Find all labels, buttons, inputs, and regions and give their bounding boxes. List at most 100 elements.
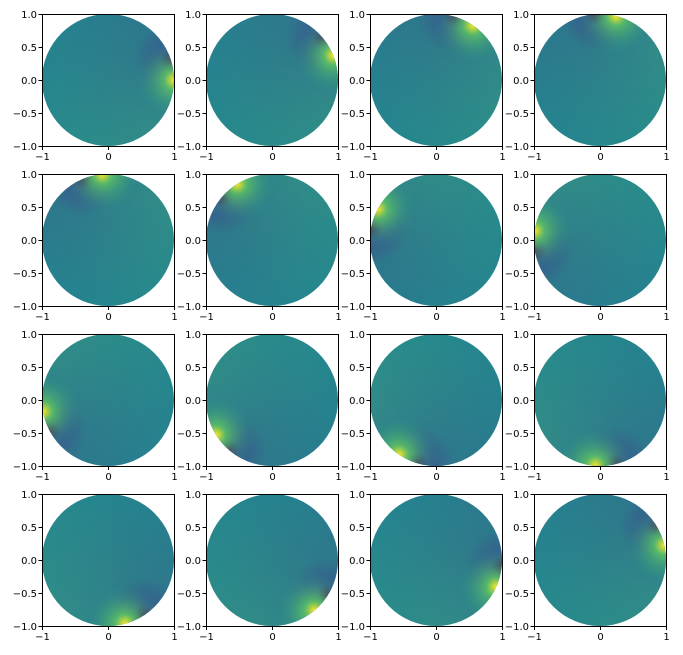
y-tick-label: −1.0 bbox=[177, 622, 201, 633]
subplot-12: 1.0 0.5 0.0 −0.5 −1.0−1 0 1 bbox=[505, 330, 670, 483]
y-tick-label: 0.5 bbox=[513, 203, 529, 214]
x-tick-label: 0 bbox=[105, 472, 111, 483]
y-tick-label: −1.0 bbox=[13, 462, 37, 473]
y-tick-label: 0.5 bbox=[513, 43, 529, 54]
field-bright-pole bbox=[370, 174, 502, 306]
x-tick-label: 0 bbox=[269, 632, 275, 643]
field-bright-pole bbox=[370, 494, 502, 626]
x-tick-label: −1 bbox=[35, 312, 50, 323]
x-tick-label: 0 bbox=[433, 472, 439, 483]
y-tick-label: 0.0 bbox=[21, 76, 37, 87]
y-tick-label: 0.0 bbox=[513, 396, 529, 407]
field-bright-pole bbox=[42, 14, 174, 146]
field-bright-pole bbox=[534, 14, 666, 146]
y-tick-label: 1.0 bbox=[21, 330, 37, 341]
x-tick-label: −1 bbox=[35, 472, 50, 483]
x-tick-label: −1 bbox=[35, 152, 50, 163]
y-tick-label: 0.5 bbox=[349, 523, 365, 534]
x-tick-label: 1 bbox=[663, 472, 669, 483]
y-tick-label: −1.0 bbox=[505, 302, 529, 313]
y-tick-label: 1.0 bbox=[513, 170, 529, 181]
x-tick-label: −1 bbox=[199, 312, 214, 323]
field-bright-pole bbox=[42, 174, 174, 306]
x-tick-label: 1 bbox=[335, 472, 341, 483]
y-tick-label: −0.5 bbox=[177, 589, 201, 600]
y-tick-label: −0.5 bbox=[177, 429, 201, 440]
x-tick-label: 1 bbox=[499, 472, 505, 483]
y-tick-label: −0.5 bbox=[13, 589, 37, 600]
y-tick-label: 0.0 bbox=[185, 556, 201, 567]
x-tick-label: 0 bbox=[105, 152, 111, 163]
subplot-11: 1.0 0.5 0.0 −0.5 −1.0−1 0 1 bbox=[341, 330, 506, 483]
y-tick-label: −0.5 bbox=[13, 109, 37, 120]
y-tick-label: −1.0 bbox=[13, 302, 37, 313]
x-tick-label: 0 bbox=[269, 472, 275, 483]
y-tick-label: 0.0 bbox=[21, 556, 37, 567]
x-tick-label: 1 bbox=[499, 152, 505, 163]
subplot-4: 1.0 0.5 0.0 −0.5 −1.0−1 0 1 bbox=[505, 10, 670, 163]
y-tick-label: 0.5 bbox=[513, 363, 529, 374]
x-tick-label: 1 bbox=[171, 632, 177, 643]
x-tick-label: 1 bbox=[663, 632, 669, 643]
x-tick-label: 1 bbox=[171, 472, 177, 483]
y-tick-label: 0.0 bbox=[513, 76, 529, 87]
field-bright-pole bbox=[206, 174, 338, 306]
y-tick-label: 1.0 bbox=[185, 490, 201, 501]
y-tick-label: −0.5 bbox=[505, 589, 529, 600]
subplot-14: 1.0 0.5 0.0 −0.5 −1.0−1 0 1 bbox=[177, 490, 342, 643]
y-tick-label: 1.0 bbox=[185, 10, 201, 21]
x-tick-label: 0 bbox=[105, 632, 111, 643]
y-tick-label: 0.0 bbox=[349, 396, 365, 407]
x-tick-label: 1 bbox=[171, 312, 177, 323]
y-tick-label: 0.0 bbox=[349, 236, 365, 247]
y-tick-label: −1.0 bbox=[177, 302, 201, 313]
x-tick-label: 0 bbox=[269, 152, 275, 163]
y-tick-label: −0.5 bbox=[13, 269, 37, 280]
x-tick-label: 1 bbox=[499, 312, 505, 323]
y-tick-label: 0.0 bbox=[21, 236, 37, 247]
y-tick-label: −1.0 bbox=[341, 302, 365, 313]
y-tick-label: −0.5 bbox=[177, 269, 201, 280]
x-tick-label: 0 bbox=[269, 312, 275, 323]
x-tick-label: 0 bbox=[597, 312, 603, 323]
x-tick-label: 1 bbox=[663, 312, 669, 323]
subplot-6: 1.0 0.5 0.0 −0.5 −1.0−1 0 1 bbox=[177, 170, 342, 323]
subplot-1: 1.0 0.5 0.0 −0.5 −1.0−1 0 1 bbox=[13, 10, 178, 163]
x-tick-label: −1 bbox=[363, 312, 378, 323]
y-tick-label: −1.0 bbox=[13, 142, 37, 153]
y-tick-label: −0.5 bbox=[341, 109, 365, 120]
y-tick-label: −1.0 bbox=[341, 142, 365, 153]
y-tick-label: −0.5 bbox=[341, 429, 365, 440]
y-tick-label: 0.5 bbox=[185, 203, 201, 214]
y-tick-label: 1.0 bbox=[185, 330, 201, 341]
y-tick-label: 0.5 bbox=[185, 363, 201, 374]
subplot-15: 1.0 0.5 0.0 −0.5 −1.0−1 0 1 bbox=[341, 490, 506, 643]
y-tick-label: −1.0 bbox=[505, 622, 529, 633]
y-tick-label: −0.5 bbox=[13, 429, 37, 440]
y-tick-label: 0.5 bbox=[513, 523, 529, 534]
y-tick-label: −0.5 bbox=[177, 109, 201, 120]
y-tick-label: 1.0 bbox=[349, 10, 365, 21]
field-bright-pole bbox=[534, 334, 666, 466]
field-bright-pole bbox=[206, 14, 338, 146]
y-tick-label: −0.5 bbox=[341, 269, 365, 280]
field-bright-pole bbox=[370, 14, 502, 146]
y-tick-label: −1.0 bbox=[341, 622, 365, 633]
y-tick-label: 0.0 bbox=[513, 236, 529, 247]
y-tick-label: −1.0 bbox=[177, 142, 201, 153]
y-tick-label: 0.0 bbox=[349, 76, 365, 87]
y-tick-label: 1.0 bbox=[513, 10, 529, 21]
y-tick-label: 0.0 bbox=[349, 556, 365, 567]
y-tick-label: 1.0 bbox=[349, 490, 365, 501]
field-bright-pole bbox=[206, 334, 338, 466]
field-bright-pole bbox=[370, 334, 502, 466]
x-tick-label: 1 bbox=[335, 312, 341, 323]
y-tick-label: 0.5 bbox=[21, 203, 37, 214]
y-tick-label: 1.0 bbox=[21, 10, 37, 21]
y-tick-label: 1.0 bbox=[185, 170, 201, 181]
y-tick-label: −0.5 bbox=[341, 589, 365, 600]
subplot-8: 1.0 0.5 0.0 −0.5 −1.0−1 0 1 bbox=[505, 170, 670, 323]
y-tick-label: 0.5 bbox=[21, 363, 37, 374]
x-tick-label: −1 bbox=[199, 152, 214, 163]
